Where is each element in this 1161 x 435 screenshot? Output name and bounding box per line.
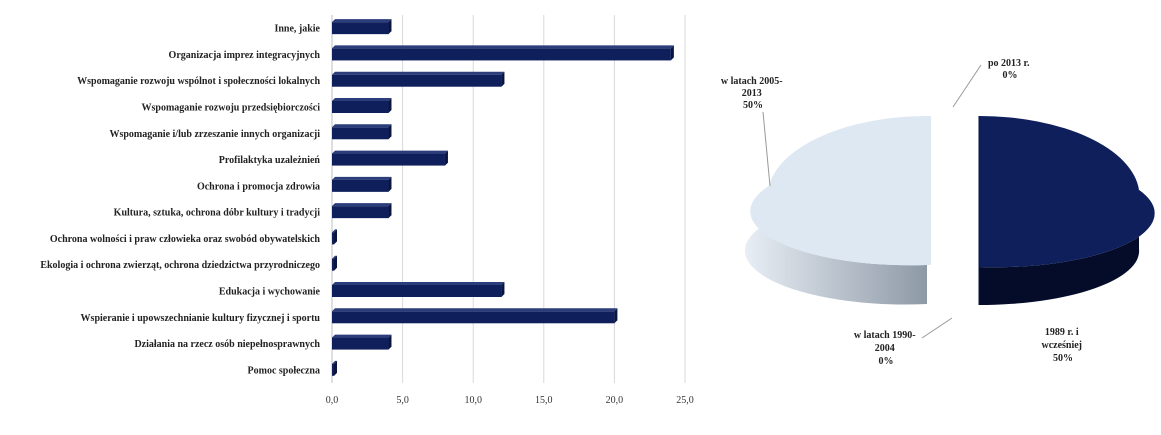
bar-top-13 — [332, 360, 337, 364]
bar-11 — [332, 311, 615, 324]
bar-side-1 — [670, 45, 674, 61]
bar-12 — [332, 337, 389, 350]
bar-5 — [332, 153, 445, 166]
category-label-1: Organizacja imprez integracyjnych — [169, 50, 321, 61]
bar-side-11 — [614, 308, 618, 324]
bar-side-9 — [334, 255, 337, 271]
leader-line-po-2013 — [952, 64, 982, 108]
category-label-13: Pomoc społeczna — [248, 365, 321, 376]
pie-label-2005-2013: w latach 2005- 2013 50% — [721, 76, 785, 111]
x-tick-label-0: 0,0 — [326, 395, 339, 406]
bar-top-12 — [332, 334, 392, 338]
pie-slice-2005-2013-side — [744, 186, 927, 305]
bar-side-10 — [501, 282, 505, 297]
category-label-10: Edukacja i wychowanie — [219, 287, 321, 298]
x-tick-label-1: 5,0 — [396, 395, 409, 406]
bar-top-7 — [332, 203, 392, 207]
bar-top-5 — [332, 150, 448, 154]
category-label-11: Wspieranie i upowszechnianie kultury fiz… — [81, 313, 321, 324]
bar-side-13 — [334, 360, 337, 376]
bar-side-5 — [444, 150, 448, 166]
pie-slice-1989-side — [979, 190, 1155, 306]
bar-top-10 — [332, 282, 505, 285]
pie-slice-2005-2013 — [750, 115, 931, 266]
category-label-4: Wspomaganie i/lub zrzeszanie innych orga… — [109, 129, 320, 140]
bar-1 — [332, 48, 671, 61]
category-label-9: Ekologia i ochrona zwierząt, ochrona dzi… — [40, 260, 320, 271]
leader-line-1990-2004 — [921, 317, 953, 339]
bar-top-4 — [332, 124, 392, 128]
x-tick-label-5: 25,0 — [676, 395, 694, 406]
bar-2 — [332, 74, 502, 87]
bar-3 — [332, 101, 389, 113]
category-label-12: Działania na rzecz osób niepełnosprawnyc… — [134, 339, 320, 350]
bar-9 — [332, 258, 334, 271]
x-tick-label-2: 10,0 — [464, 395, 482, 406]
bar-top-0 — [332, 19, 392, 23]
bar-side-12 — [388, 334, 392, 350]
category-label-8: Ochrona wolności i praw człowieka oraz s… — [50, 234, 321, 245]
category-label-0: Inne, jakie — [274, 24, 320, 35]
bar-side-6 — [388, 176, 392, 192]
bar-top-11 — [332, 308, 618, 312]
bar-10 — [332, 285, 502, 297]
bar-6 — [332, 179, 389, 192]
pie-slice-1989 — [979, 115, 1155, 268]
bar-chart: 0,0 5,0 10,0 15,0 20,0 25,0 Inne, jakie Organiz… — [40, 15, 694, 406]
bar-side-4 — [388, 124, 392, 140]
leader-line-2005-2013 — [762, 111, 771, 187]
bar-top-6 — [332, 176, 392, 180]
bar-7 — [332, 206, 389, 219]
category-label-3: Wspomaganie rozwoju przedsiębiorczości — [141, 103, 320, 114]
bar-top-3 — [332, 98, 392, 101]
x-tick-label-4: 20,0 — [606, 395, 624, 406]
category-label-6: Ochrona i promocja zdrowia — [197, 181, 320, 192]
bar-top-1 — [332, 45, 674, 49]
category-label-5: Profilaktyka uzależnień — [219, 155, 321, 166]
bar-8 — [332, 232, 334, 245]
bar-4 — [332, 127, 389, 140]
pie-label-1990-2004: w latach 1990- 2004 0% — [854, 330, 918, 367]
bar-13 — [332, 363, 334, 376]
bar-side-3 — [388, 98, 392, 113]
pie-chart: po 2013 r. 0% w latach 2005- 2013 50% w … — [721, 58, 1155, 367]
x-tick-label-3: 15,0 — [535, 395, 553, 406]
bar-top-8 — [332, 229, 337, 233]
category-label-7: Kultura, sztuka, ochrona dóbr kultury i … — [114, 208, 321, 219]
pie-label-po-2013: po 2013 r. 0% — [988, 58, 1032, 81]
bar-side-7 — [388, 203, 392, 219]
pie-label-1989: 1989 r. i wcześniej 50% — [1041, 327, 1084, 364]
bar-side-0 — [388, 19, 392, 35]
bar-side-2 — [501, 71, 505, 87]
bar-top-9 — [332, 255, 337, 259]
bar-0 — [332, 22, 389, 35]
bar-side-8 — [334, 229, 337, 245]
category-label-2: Wspomaganie rozwoju wspólnot i społeczno… — [77, 76, 320, 87]
bar-top-2 — [332, 71, 505, 75]
